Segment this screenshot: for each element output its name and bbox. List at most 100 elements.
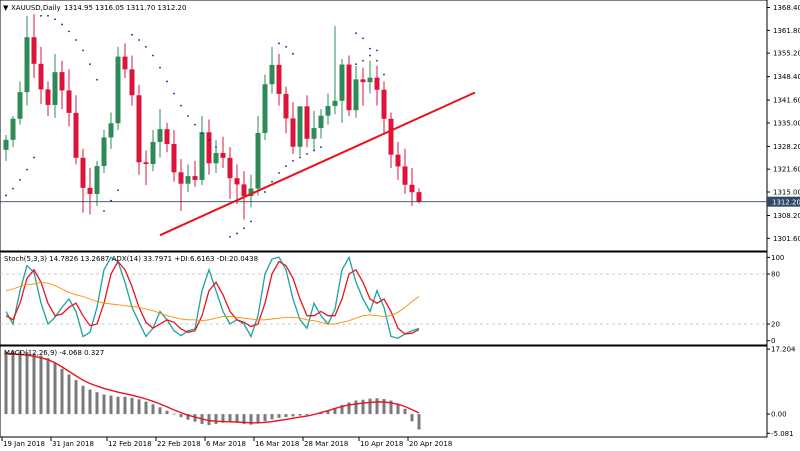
sar-dot bbox=[145, 46, 147, 48]
macd-histogram-bar bbox=[305, 414, 309, 416]
candle-up bbox=[185, 176, 191, 184]
sar-dot bbox=[299, 156, 301, 159]
stochastic-adx-title: Stoch(5,3,3) 14.7826 13.2687 ADX(14) 33.… bbox=[4, 255, 258, 263]
candle-down bbox=[381, 89, 387, 119]
stoch-k-line bbox=[5, 255, 420, 339]
macd-histogram-bar bbox=[88, 389, 92, 415]
macd-histogram-bar bbox=[417, 414, 421, 430]
candle-down bbox=[402, 166, 408, 185]
macd-histogram-bar bbox=[130, 397, 134, 415]
candle-down bbox=[234, 178, 240, 185]
sar-dot bbox=[110, 199, 112, 202]
sar-dot bbox=[355, 63, 357, 66]
ohlc-values: 1314.95 1316.05 1311.70 1312.20 bbox=[64, 4, 186, 12]
macd-histogram-bar bbox=[382, 398, 386, 415]
sar-dot bbox=[229, 236, 231, 238]
candle-up bbox=[255, 132, 261, 189]
price-tick-label: 1355.20 bbox=[773, 50, 800, 58]
macd-histogram-bar bbox=[235, 414, 239, 423]
sar-dot bbox=[103, 210, 105, 212]
collapse-triangle-icon[interactable]: ▼ bbox=[3, 4, 9, 12]
symbol-title: XAUUSD,Daily bbox=[11, 4, 61, 12]
candle-up bbox=[157, 129, 163, 142]
sar-dot bbox=[285, 46, 287, 48]
macd-pane[interactable]: MACD(12,26,9) -4.068 0.327 bbox=[0, 345, 768, 438]
macd-histogram-bar bbox=[53, 363, 57, 415]
candle-down bbox=[283, 93, 289, 119]
macd-histogram-bar bbox=[81, 385, 85, 415]
candle-down bbox=[59, 72, 65, 91]
sar-dot bbox=[355, 32, 357, 34]
macd-histogram-bar bbox=[256, 414, 260, 424]
sar-dot bbox=[236, 232, 238, 235]
macd-histogram-bar bbox=[333, 408, 337, 415]
macd-title: MACD(12,26,9) -4.068 0.327 bbox=[4, 349, 104, 357]
sar-dot bbox=[313, 149, 315, 152]
stochastic-tick-label: 100 bbox=[771, 254, 784, 262]
macd-histogram-bar bbox=[109, 395, 113, 415]
candle-up bbox=[52, 72, 58, 105]
sar-dot bbox=[271, 180, 273, 183]
time-tick-label: 22 Feb 2018 bbox=[157, 440, 201, 448]
macd-histogram-bar bbox=[95, 392, 99, 415]
adx-line bbox=[5, 281, 420, 325]
candle-down bbox=[241, 184, 247, 197]
sar-dot bbox=[173, 92, 175, 95]
macd-histogram-bar bbox=[18, 351, 22, 415]
candle-down bbox=[227, 157, 233, 179]
sar-dot bbox=[152, 54, 154, 57]
stochastic-axis: 100 80 20 0 bbox=[767, 254, 784, 345]
macd-histogram-bar bbox=[270, 414, 274, 420]
macd-histogram-bar bbox=[32, 353, 36, 415]
time-tick-label: 20 Apr 2018 bbox=[409, 440, 452, 448]
time-tick-label: 10 Apr 2018 bbox=[360, 440, 403, 448]
sar-dot bbox=[376, 49, 378, 52]
candle-down bbox=[276, 64, 282, 94]
macd-histogram-bar bbox=[39, 355, 43, 415]
candle-down bbox=[45, 89, 51, 105]
macd-histogram-bar bbox=[207, 414, 211, 426]
macd-axis: 17.204 0.00 -5.081 bbox=[767, 346, 796, 438]
macd-histogram-bar bbox=[291, 414, 295, 417]
macd-histogram-bar bbox=[389, 400, 393, 415]
macd-histogram-bar bbox=[410, 414, 414, 422]
price-tick-label: 1315.00 bbox=[773, 189, 800, 197]
stochastic-pane-frame bbox=[0, 251, 768, 346]
macd-histogram-bar bbox=[4, 351, 8, 415]
macd-histogram-bar bbox=[179, 414, 183, 418]
candle-down bbox=[360, 79, 366, 83]
sar-dot bbox=[278, 42, 280, 45]
sar-dot bbox=[159, 66, 161, 69]
time-axis[interactable]: 19 Jan 2018 31 Jan 2018 12 Feb 2018 22 Feb … bbox=[1, 437, 452, 448]
stochastic-pane-marks bbox=[0, 255, 767, 339]
time-tick-label: 19 Jan 2018 bbox=[3, 440, 45, 448]
current-price-label: 1312.20 bbox=[772, 199, 800, 207]
macd-histogram-bar bbox=[46, 358, 50, 415]
candle-up bbox=[367, 77, 373, 83]
candle-up bbox=[24, 37, 30, 93]
macd-histogram-bar bbox=[214, 414, 218, 424]
main-price-pane[interactable]: ▼ XAUUSD,Daily 1314.95 1316.05 1311.70 1… bbox=[0, 0, 768, 252]
candle-down bbox=[66, 90, 72, 113]
macd-pane-frame bbox=[0, 345, 768, 438]
main-price-axis[interactable]: 1368.40 1361.80 1355.20 1348.40 1341.60 1335.… bbox=[767, 4, 800, 243]
macd-histogram-bar bbox=[137, 399, 141, 415]
candle-down bbox=[73, 112, 79, 158]
candle-down bbox=[87, 187, 93, 195]
sar-dot bbox=[194, 123, 196, 126]
candle-up bbox=[94, 166, 100, 195]
macd-histogram-bar bbox=[340, 405, 344, 415]
candle-down bbox=[38, 63, 44, 90]
macd-histogram-bar bbox=[375, 398, 379, 415]
macd-histogram-bar bbox=[60, 368, 64, 415]
candle-up bbox=[262, 84, 268, 133]
macd-histogram-bar bbox=[368, 398, 372, 415]
sar-dot bbox=[75, 39, 77, 41]
stochastic-adx-pane[interactable]: Stoch(5,3,3) 14.7826 13.2687 ADX(14) 33.… bbox=[0, 251, 768, 346]
sar-dot bbox=[82, 49, 84, 52]
macd-histogram-bar bbox=[151, 404, 155, 415]
macd-histogram-bar bbox=[158, 407, 162, 415]
sar-dot bbox=[33, 156, 35, 159]
main-pane-marks bbox=[0, 14, 767, 238]
candle-down bbox=[290, 118, 296, 147]
